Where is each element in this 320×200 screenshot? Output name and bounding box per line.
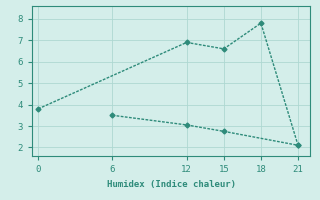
X-axis label: Humidex (Indice chaleur): Humidex (Indice chaleur) xyxy=(107,180,236,189)
